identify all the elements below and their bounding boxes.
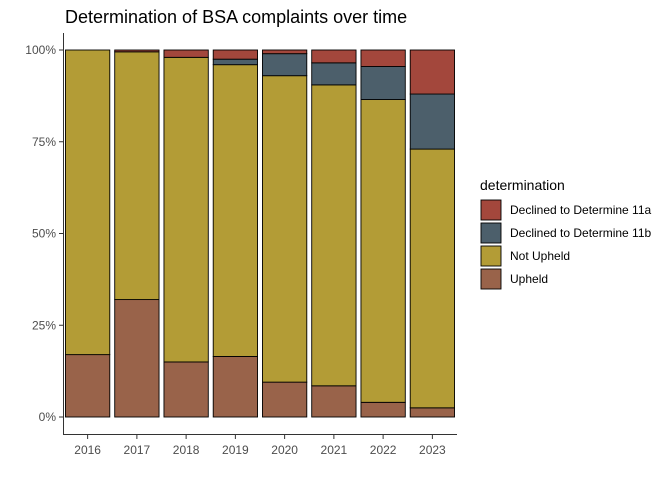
bar-2022-declined-to-determine-11a	[360, 49, 406, 67]
bar-2016-not-upheld	[65, 49, 111, 356]
bar-2019-upheld	[212, 355, 258, 418]
legend-title: determination	[480, 177, 565, 193]
x-tick-label: 2016	[74, 443, 101, 457]
bar-2023-upheld	[409, 407, 455, 418]
bars-group	[65, 49, 455, 418]
y-tick-label: 0%	[39, 410, 57, 424]
x-tick-label: 2020	[271, 443, 298, 457]
y-tick-label: 100%	[25, 43, 56, 57]
legend-label-not-upheld: Not Upheld	[510, 249, 570, 263]
bar-2021-upheld	[311, 385, 357, 418]
legend-swatch-declined-to-determine-11a	[480, 199, 502, 221]
bar-2017-not-upheld	[114, 51, 160, 301]
legend-swatch-upheld	[480, 268, 502, 290]
y-tick-label: 25%	[32, 318, 56, 332]
bar-2017-declined-to-determine-11a	[114, 49, 160, 53]
bar-2019-declined-to-determine-11a	[212, 49, 258, 60]
x-tick-label: 2023	[419, 443, 446, 457]
legend-swatch-declined-to-determine-11b	[480, 222, 502, 244]
bar-2019-declined-to-determine-11b	[212, 58, 258, 66]
bar-2016-upheld	[65, 354, 111, 418]
bar-2022-declined-to-determine-11b	[360, 66, 406, 100]
bar-2022-upheld	[360, 401, 406, 418]
legend: Declined to Determine 11a Declined to Det…	[480, 199, 652, 290]
bar-2021-declined-to-determine-11b	[311, 62, 357, 86]
y-axis: 0% 25% 50% 75% 100%	[25, 43, 63, 424]
x-tick-label: 2019	[222, 443, 249, 457]
x-tick-label: 2022	[370, 443, 397, 457]
bar-2018-upheld	[163, 361, 209, 418]
legend-swatch-not-upheld	[480, 245, 502, 267]
x-tick-label: 2018	[173, 443, 200, 457]
chart-title: Determination of BSA complaints over tim…	[65, 7, 407, 27]
bar-2020-not-upheld	[262, 75, 308, 383]
y-tick-label: 50%	[32, 227, 56, 241]
bar-2023-declined-to-determine-11a	[409, 49, 455, 95]
y-tick-label: 75%	[32, 135, 56, 149]
x-axis: 2016 2017 2018 2019 2020 2021 2022 2023	[74, 435, 446, 457]
legend-label-declined-to-determine-11a: Declined to Determine 11a	[510, 203, 652, 217]
bar-2019-not-upheld	[212, 64, 258, 357]
x-tick-label: 2021	[321, 443, 348, 457]
bar-2023-declined-to-determine-11b	[409, 93, 455, 150]
legend-label-declined-to-determine-11b: Declined to Determine 11b	[510, 226, 652, 240]
bar-2021-not-upheld	[311, 84, 357, 387]
legend-label-upheld: Upheld	[510, 272, 548, 286]
bar-2023-not-upheld	[409, 148, 455, 409]
bar-2020-declined-to-determine-11b	[262, 53, 308, 77]
bar-2020-upheld	[262, 381, 308, 418]
bar-2018-declined-to-determine-11a	[163, 49, 209, 58]
bar-2022-not-upheld	[360, 99, 406, 403]
bar-2018-not-upheld	[163, 56, 209, 363]
bar-2017-upheld	[114, 299, 160, 418]
x-tick-label: 2017	[124, 443, 151, 457]
bar-2020-declined-to-determine-11a	[262, 49, 308, 55]
bar-2021-declined-to-determine-11a	[311, 49, 357, 64]
